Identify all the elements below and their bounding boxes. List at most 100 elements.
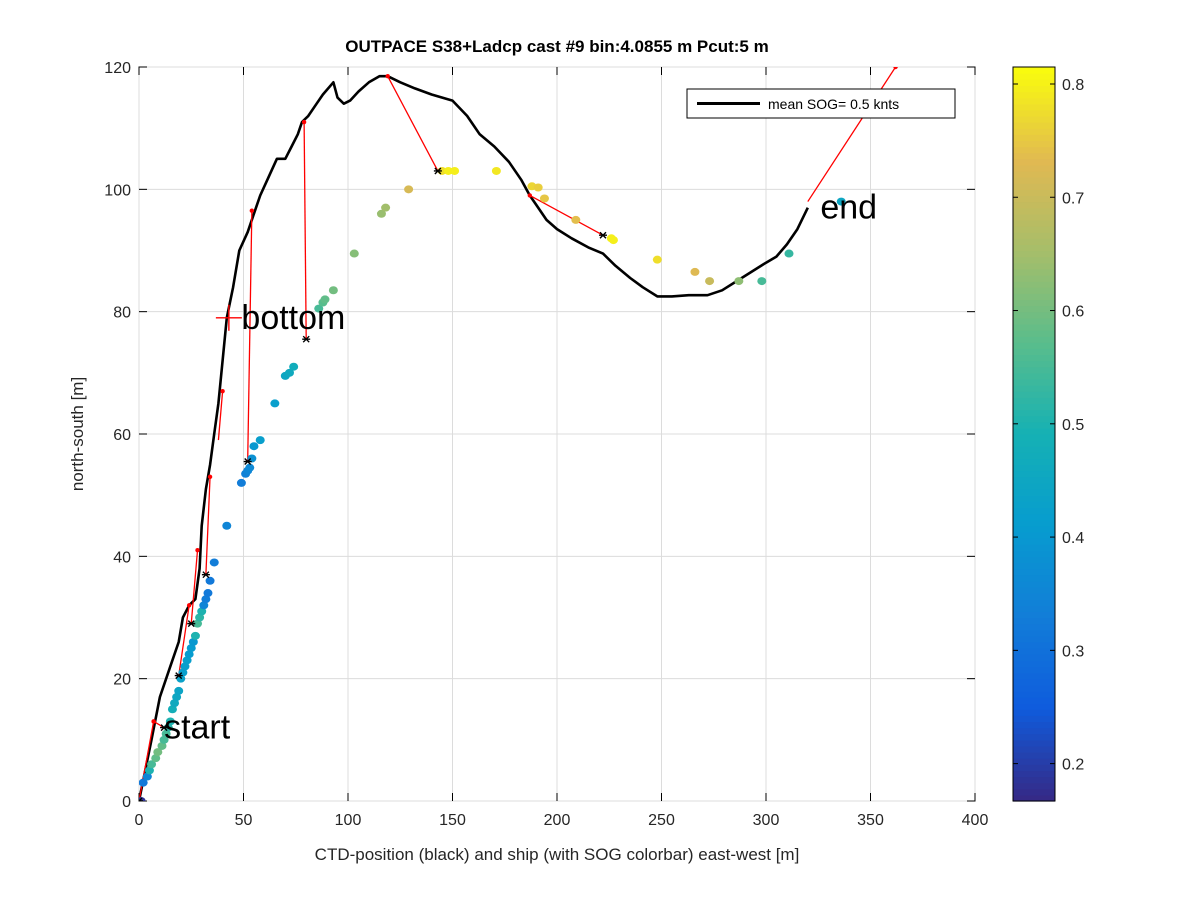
y-tick-label: 60 (113, 427, 131, 444)
ship-point (209, 558, 219, 567)
ship-point (222, 521, 232, 530)
colorbar-band (1013, 593, 1055, 600)
colorbar-band (1013, 660, 1055, 668)
colorbar-band (1013, 189, 1055, 197)
colorbar-band (1013, 140, 1055, 148)
colorbar-band (1013, 501, 1055, 508)
ship-point (270, 399, 280, 408)
y-tick-label: 20 (113, 672, 131, 689)
colorbar-band (1013, 238, 1055, 245)
colorbar-band (1013, 109, 1055, 117)
black-bin-marker (174, 672, 183, 680)
colorbar-band (1013, 342, 1055, 349)
y-tick-label: 100 (104, 182, 131, 199)
annotation-end: end (820, 189, 877, 227)
colorbar-tick-label: 0.4 (1062, 530, 1084, 547)
red-ctd-marker (207, 474, 213, 480)
colorbar-band (1013, 544, 1055, 551)
colorbar-tick-label: 0.7 (1062, 190, 1084, 207)
ship-point (328, 286, 338, 295)
ship-point (690, 267, 700, 276)
black-bin-marker (139, 797, 143, 801)
colorbar-band (1013, 715, 1055, 723)
x-tick-label: 200 (544, 812, 571, 829)
colorbar-band (1013, 146, 1055, 154)
annotation-start: start (164, 709, 231, 747)
colorbar-band (1013, 654, 1055, 661)
ship-point (245, 463, 255, 472)
colorbar-band (1013, 164, 1055, 172)
ship-point (188, 637, 198, 646)
colorbar-band (1013, 709, 1055, 716)
ship-point (195, 613, 205, 622)
ship-point (159, 735, 169, 744)
x-tick-label: 100 (335, 812, 362, 829)
ship-point (450, 166, 460, 175)
colorbar-band (1013, 317, 1055, 325)
black-bin-marker (302, 335, 311, 343)
ship-point (249, 442, 259, 451)
red-ctd-marker (527, 193, 533, 198)
colorbar-band (1013, 470, 1055, 478)
ship-point (170, 699, 180, 708)
x-tick-label: 50 (235, 812, 253, 829)
red-ctd-marker (249, 208, 255, 213)
x-tick-label: 150 (439, 812, 466, 829)
colorbar-band (1013, 641, 1055, 649)
colorbar-band (1013, 568, 1055, 576)
colorbar-band (1013, 281, 1055, 288)
colorbar-band (1013, 177, 1055, 184)
ship-point (205, 576, 215, 585)
colorbar-tick-label: 0.8 (1062, 77, 1084, 94)
colorbar-band (1013, 752, 1055, 759)
colorbar-band (1013, 244, 1055, 252)
colorbar-band (1013, 336, 1055, 343)
colorbar-band (1013, 690, 1055, 698)
colorbar-band (1013, 458, 1055, 466)
colorbar-frame (1012, 66, 1056, 802)
colorbar-band (1013, 158, 1055, 166)
y-axis-label: north-south [m] (68, 377, 87, 491)
colorbar-band (1013, 586, 1055, 594)
plot-data: start bottom end (139, 67, 898, 801)
red-ctd-marker (195, 548, 200, 553)
red-ctd-marker (220, 388, 225, 394)
colorbar-band (1013, 721, 1055, 729)
black-bin-marker (433, 167, 442, 175)
black-bin-marker (598, 231, 607, 239)
ship-point (153, 748, 163, 757)
colorbar-band (1013, 268, 1055, 276)
ship-point (184, 650, 194, 659)
colorbar-band (1013, 85, 1055, 93)
ship-point (314, 304, 324, 313)
colorbar-tick-label: 0.6 (1062, 304, 1084, 321)
red-connector-line (178, 605, 190, 676)
ship-point (165, 717, 175, 726)
colorbar-band (1013, 464, 1055, 472)
ship-point (193, 619, 203, 628)
colorbar-band (1013, 287, 1055, 294)
colorbar-band (1013, 635, 1055, 643)
colorbar-band (1013, 293, 1055, 301)
colorbar-band (1013, 323, 1055, 331)
ship-point (608, 236, 618, 245)
colorbar-band (1013, 745, 1055, 753)
ship-point (174, 686, 184, 695)
colorbar-band (1013, 128, 1055, 135)
colorbar-band (1013, 605, 1055, 612)
y-tick-label: 0 (122, 794, 131, 811)
ctd-track-line (139, 74, 809, 801)
ship-point (203, 589, 213, 598)
colorbar-band (1013, 684, 1055, 692)
colorbar-band (1013, 427, 1055, 435)
colorbar-band (1013, 525, 1055, 533)
colorbar-band (1013, 385, 1055, 392)
colorbar-band (1013, 531, 1055, 539)
colorbar-band (1013, 562, 1055, 570)
y-tick-label: 120 (104, 60, 131, 77)
colorbar-band (1013, 764, 1055, 772)
colorbar-band (1013, 115, 1055, 123)
colorbar-band (1013, 330, 1055, 337)
ship-point (190, 631, 200, 640)
red-ctd-marker (385, 73, 390, 79)
